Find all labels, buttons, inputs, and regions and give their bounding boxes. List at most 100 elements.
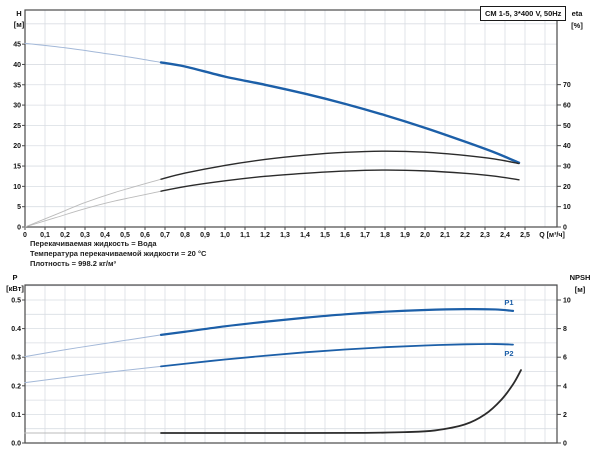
eta-pump-curve-light xyxy=(24,178,162,228)
head-efficiency-chart-group: 0 0,1 0,2 0,3 0,4 0,5 0,6 0,7 0,8 0,9 1,0 1,1 1,2 1,3… xyxy=(13,9,583,239)
svg-text:0,8: 0,8 xyxy=(180,232,190,239)
P2-curve-thick xyxy=(160,343,514,368)
H-curve xyxy=(24,42,521,164)
svg-text:20: 20 xyxy=(13,143,21,150)
eta-pump-motor-curve xyxy=(24,169,520,228)
svg-text:2,4: 2,4 xyxy=(500,232,510,239)
svg-text:1,9: 1,9 xyxy=(400,232,410,239)
svg-text:10: 10 xyxy=(563,204,571,211)
svg-text:0.2: 0.2 xyxy=(11,383,21,390)
svg-text:0.4: 0.4 xyxy=(11,326,21,333)
P1-label: P1 xyxy=(504,298,513,307)
right-axis-title: NPSH xyxy=(570,273,591,282)
svg-text:15: 15 xyxy=(13,164,21,171)
eta-pump-motor-curve-light xyxy=(24,190,162,228)
svg-text:2,0: 2,0 xyxy=(420,232,430,239)
pump-model-badge: CM 1-5, 3*400 V, 50Hz xyxy=(480,6,567,21)
svg-text:0,4: 0,4 xyxy=(100,232,110,239)
svg-text:0,7: 0,7 xyxy=(160,232,170,239)
svg-text:10: 10 xyxy=(13,184,21,191)
left-axis-title: [м] xyxy=(14,20,25,29)
P1-curve xyxy=(24,308,515,358)
svg-text:20: 20 xyxy=(563,184,571,191)
power-npsh-chart-group: 0.0 0.1 0.2 0.3 0.4 0.5 0 2 4 6 8 10 P [кВт] NPSH [м] P1… xyxy=(6,273,590,448)
P1-curve-light xyxy=(24,334,162,358)
svg-text:0: 0 xyxy=(563,441,567,448)
svg-text:0,1: 0,1 xyxy=(40,232,50,239)
svg-text:0: 0 xyxy=(23,232,27,239)
svg-text:0: 0 xyxy=(17,225,21,232)
x-axis-title: Q [м³/ч] xyxy=(539,232,565,239)
svg-text:8: 8 xyxy=(563,326,567,333)
svg-text:0.3: 0.3 xyxy=(11,355,21,362)
svg-text:60: 60 xyxy=(563,102,571,109)
svg-text:5: 5 xyxy=(17,204,21,211)
svg-text:30: 30 xyxy=(13,103,21,110)
svg-text:0: 0 xyxy=(563,225,567,232)
right-axis-title: [%] xyxy=(571,21,583,30)
P1-curve-thick xyxy=(159,308,515,336)
left-axis-title: [кВт] xyxy=(6,284,24,293)
fluid-info: Перекачиваемая жидкость = Вода Температу… xyxy=(30,239,206,269)
left-axis-title: P xyxy=(12,273,17,282)
svg-text:0,2: 0,2 xyxy=(60,232,70,239)
svg-text:0,9: 0,9 xyxy=(200,232,210,239)
svg-text:0.5: 0.5 xyxy=(11,297,21,304)
svg-text:2: 2 xyxy=(563,412,567,419)
svg-text:50: 50 xyxy=(563,123,571,130)
svg-text:70: 70 xyxy=(563,82,571,89)
tick-labels: 0 0,1 0,2 0,3 0,4 0,5 0,6 0,7 0,8 0,9 1,0 1,1 1,2 1,3… xyxy=(13,42,571,239)
left-axis-title: H xyxy=(16,9,21,18)
NPSH-curve-thick xyxy=(160,369,522,434)
svg-text:1,0: 1,0 xyxy=(220,232,230,239)
svg-text:40: 40 xyxy=(13,62,21,69)
svg-text:1,2: 1,2 xyxy=(260,232,270,239)
plot-frame xyxy=(24,284,558,444)
svg-text:6: 6 xyxy=(563,355,567,362)
svg-text:1,4: 1,4 xyxy=(300,232,310,239)
H-curve-thick xyxy=(159,61,521,164)
gridlines xyxy=(25,285,557,443)
P2-curve xyxy=(24,343,514,384)
svg-text:4: 4 xyxy=(563,383,567,390)
right-axis-title: [м] xyxy=(575,285,586,294)
svg-text:2,5: 2,5 xyxy=(520,232,530,239)
svg-text:1,6: 1,6 xyxy=(340,232,350,239)
right-axis-title: eta xyxy=(572,9,584,18)
H-curve-light xyxy=(24,42,162,63)
svg-text:1,1: 1,1 xyxy=(240,232,250,239)
svg-text:0,5: 0,5 xyxy=(120,232,130,239)
svg-text:0,6: 0,6 xyxy=(140,232,150,239)
eta-pump-curve-thick xyxy=(160,150,520,180)
info-line-temperature: Температура перекачиваемой жидкости = 20… xyxy=(30,249,207,258)
svg-text:45: 45 xyxy=(13,42,21,49)
svg-text:0,3: 0,3 xyxy=(80,232,90,239)
svg-text:0.1: 0.1 xyxy=(11,412,21,419)
svg-text:35: 35 xyxy=(13,82,21,89)
svg-text:1,3: 1,3 xyxy=(280,232,290,239)
svg-text:40: 40 xyxy=(563,143,571,150)
gridlines xyxy=(25,10,557,227)
svg-text:2,1: 2,1 xyxy=(440,232,450,239)
svg-text:1,8: 1,8 xyxy=(380,232,390,239)
eta-pump-curve xyxy=(24,150,520,228)
tick-labels: 0.0 0.1 0.2 0.3 0.4 0.5 0 2 4 6 8 10 xyxy=(11,297,571,447)
svg-text:10: 10 xyxy=(563,298,571,305)
svg-text:1,7: 1,7 xyxy=(360,232,370,239)
eta-pump-motor-curve-thick xyxy=(160,169,520,192)
svg-text:2,2: 2,2 xyxy=(460,232,470,239)
info-line-fluid: Перекачиваемая жидкость = Вода xyxy=(30,239,157,248)
info-line-density: Плотность = 998.2 кг/м³ xyxy=(30,259,116,268)
svg-text:2,3: 2,3 xyxy=(480,232,490,239)
plot-frame xyxy=(24,9,558,228)
P2-label: P2 xyxy=(504,349,513,358)
axis-titles: H [м] eta [%] xyxy=(14,9,584,30)
svg-text:0.0: 0.0 xyxy=(11,441,21,448)
NPSH-curve xyxy=(24,369,522,434)
svg-text:1,5: 1,5 xyxy=(320,232,330,239)
axis-titles: P [кВт] NPSH [м] xyxy=(6,273,590,294)
svg-text:25: 25 xyxy=(13,123,21,130)
svg-text:30: 30 xyxy=(563,163,571,170)
